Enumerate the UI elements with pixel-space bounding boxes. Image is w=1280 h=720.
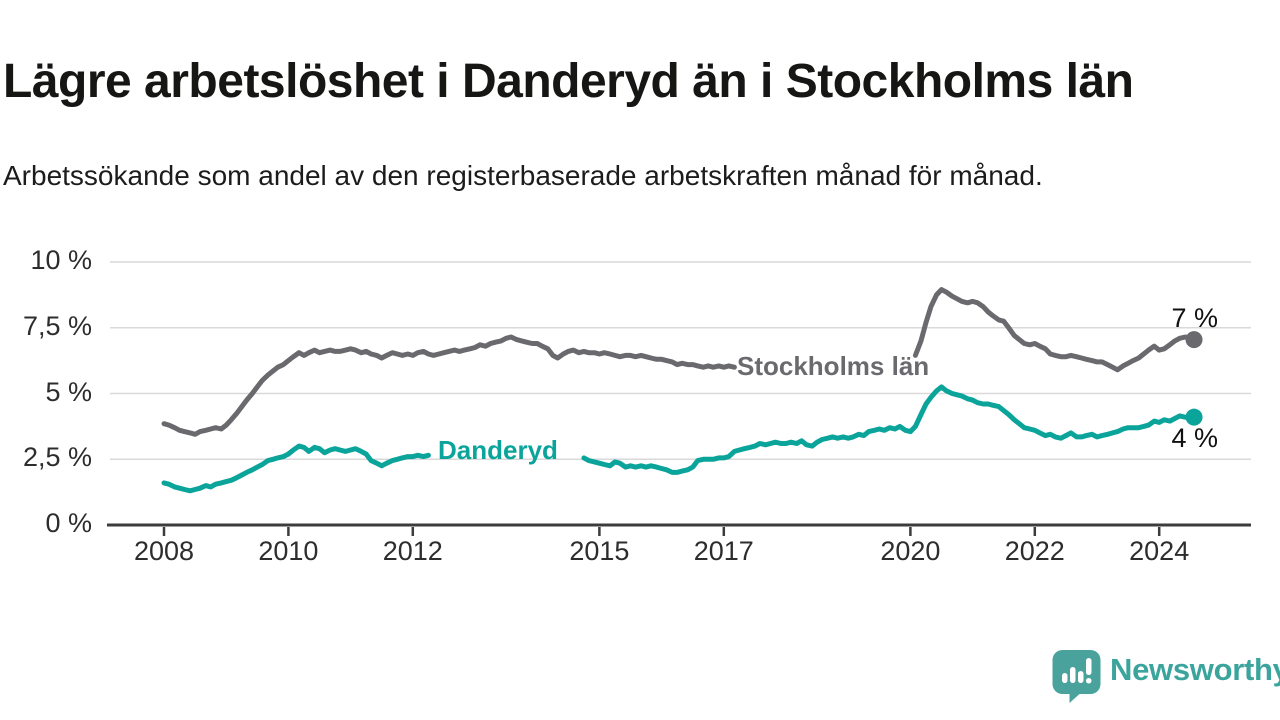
series-line-danderyd: [581, 384, 1197, 475]
chart-subtitle: Arbetssökande som andel av den registerb…: [3, 160, 1043, 191]
end-value-label-danderyd: 4 %: [1171, 423, 1219, 454]
y-axis-label: 7,5 %: [22, 310, 92, 341]
series-line-danderyd: [161, 443, 431, 494]
y-axis-label: 10 %: [30, 245, 92, 275]
series-end-dot-danderyd: [1185, 408, 1203, 426]
y-axis-label: 0 %: [45, 508, 92, 538]
x-axis-label: 2024: [1129, 536, 1190, 566]
y-axis-label: 2,5 %: [22, 442, 92, 473]
series-label-danderyd: Danderyd: [438, 435, 558, 465]
x-axis-label: 2008: [133, 536, 195, 566]
x-axis-label: 2015: [569, 536, 630, 566]
x-axis-label: 2010: [258, 536, 319, 566]
newsworthy-wordmark: Newsworthy: [1110, 652, 1280, 687]
series-end-dot-stockholms-l-n: [1185, 331, 1203, 349]
series-label-stockholms-l-n: Stockholms län: [737, 351, 930, 381]
y-axis-label: 5 %: [45, 376, 92, 407]
page-title: Lägre arbetslöshet i Danderyd än i Stock…: [3, 55, 1134, 109]
x-axis-label: 2022: [1004, 536, 1065, 566]
series-line-stockholms-l-n: [161, 334, 737, 437]
series-line-stockholms-l-n: [912, 287, 1197, 373]
x-axis-label: 2020: [880, 536, 941, 566]
newsworthy-logo: Newsworthy: [1052, 650, 1280, 706]
newsworthy-bubble-chart-icon: [1052, 650, 1101, 703]
x-axis-label: 2012: [382, 536, 443, 566]
end-value-label-stockholms-l-n: 7 %: [1171, 302, 1219, 333]
x-axis-label: 2017: [693, 536, 754, 566]
